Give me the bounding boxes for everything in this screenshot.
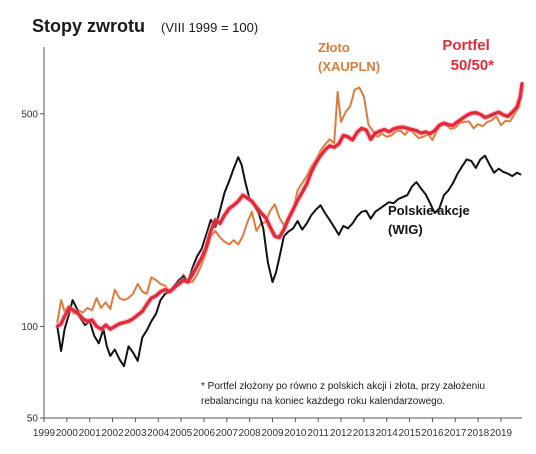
footnote-line2: rebalancingu na koniec każdego roku kale… — [201, 396, 445, 407]
x-tick-label: 2013 — [353, 428, 376, 439]
x-tick-label: 2009 — [261, 428, 284, 439]
series-label-portfolio: Portfel 50/50* — [442, 37, 494, 74]
x-tick-label: 2005 — [170, 428, 193, 439]
series-line-wig — [56, 154, 522, 368]
series-line-portfolio — [55, 81, 524, 331]
x-tick-label: 1999 — [33, 428, 56, 439]
x-tick-label: 2019 — [490, 428, 513, 439]
footnote-line1: * Portfel złożony po równo z polskich ak… — [201, 381, 485, 392]
series-label-wig: Polskie akcje (WIG) — [388, 203, 473, 237]
x-tick-label: 2000 — [56, 428, 79, 439]
x-tick-label: 2003 — [124, 428, 147, 439]
x-tick-label: 2008 — [239, 428, 262, 439]
x-tick-label: 2015 — [398, 428, 421, 439]
series-label-gold: Złoto (XAUPLN) — [318, 40, 380, 74]
x-tick-label: 2001 — [79, 428, 102, 439]
x-tick-label: 2016 — [421, 428, 444, 439]
axes: 50 100 500 1999 2000 2001 2002 2003 2004 2005 2006… — [21, 47, 522, 439]
x-tick-label: 2006 — [193, 428, 216, 439]
x-tick-label: 2017 — [444, 428, 467, 439]
x-tick-label: 2010 — [284, 428, 307, 439]
x-tick-label: 2007 — [216, 428, 239, 439]
series-label-portfolio-line1: Portfel — [442, 37, 490, 54]
footnote: * Portfel złożony po równo z polskich ak… — [201, 381, 488, 407]
series-label-wig-line2: (WIG) — [388, 222, 423, 237]
chart-subtitle: (VIII 1999 = 100) — [161, 20, 258, 35]
y-tick-label: 50 — [27, 414, 39, 425]
x-tick-label: 2012 — [330, 428, 353, 439]
series-label-portfolio-line2: 50/50* — [451, 57, 495, 74]
series-label-gold-line2: (XAUPLN) — [318, 59, 380, 74]
x-tick-label: 2011 — [307, 428, 329, 439]
series-label-wig-line1: Polskie akcje — [388, 203, 470, 218]
x-tick-label: 2004 — [147, 428, 170, 439]
y-tick-label: 500 — [21, 109, 38, 120]
y-tick-label: 100 — [21, 322, 38, 333]
x-tick-label: 2018 — [467, 428, 490, 439]
x-tick-label: 2014 — [376, 428, 399, 439]
x-tick-label: 2002 — [101, 428, 124, 439]
series-label-gold-line1: Złoto — [318, 40, 350, 55]
series-lines — [55, 81, 525, 368]
chart-title: Stopy zwrotu — [32, 16, 145, 36]
